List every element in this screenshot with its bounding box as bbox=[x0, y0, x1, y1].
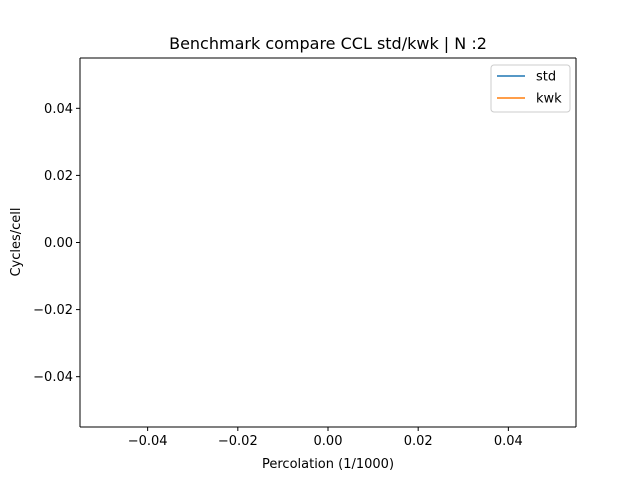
x-axis-label: Percolation (1/1000) bbox=[262, 457, 394, 472]
x-tick-label: 0.02 bbox=[404, 434, 433, 449]
plot-area bbox=[80, 58, 576, 427]
x-tick-label: −0.02 bbox=[218, 434, 258, 449]
plot-spines bbox=[79, 57, 577, 428]
x-tick-label: 0.04 bbox=[494, 434, 523, 449]
y-tick-label: −0.04 bbox=[33, 370, 73, 385]
y-tick-label: 0.04 bbox=[44, 102, 73, 117]
legend-label-kwk: kwk bbox=[536, 92, 562, 107]
x-axis-ticks: −0.04 −0.02 0.00 0.02 0.04 bbox=[128, 427, 523, 449]
y-tick-label: 0.02 bbox=[44, 169, 73, 184]
legend-label-std: std bbox=[536, 70, 556, 85]
y-tick-label: −0.02 bbox=[33, 303, 73, 318]
chart-title: Benchmark compare CCL std/kwk | N :2 bbox=[169, 34, 487, 53]
x-tick-label: 0.00 bbox=[314, 434, 343, 449]
y-axis-label: Cycles/cell bbox=[9, 207, 24, 276]
y-axis-ticks: −0.04 −0.02 0.00 0.02 0.04 bbox=[33, 102, 80, 385]
legend: std kwk bbox=[490, 64, 571, 113]
x-tick-label: −0.04 bbox=[128, 434, 168, 449]
y-tick-label: 0.00 bbox=[44, 236, 73, 251]
